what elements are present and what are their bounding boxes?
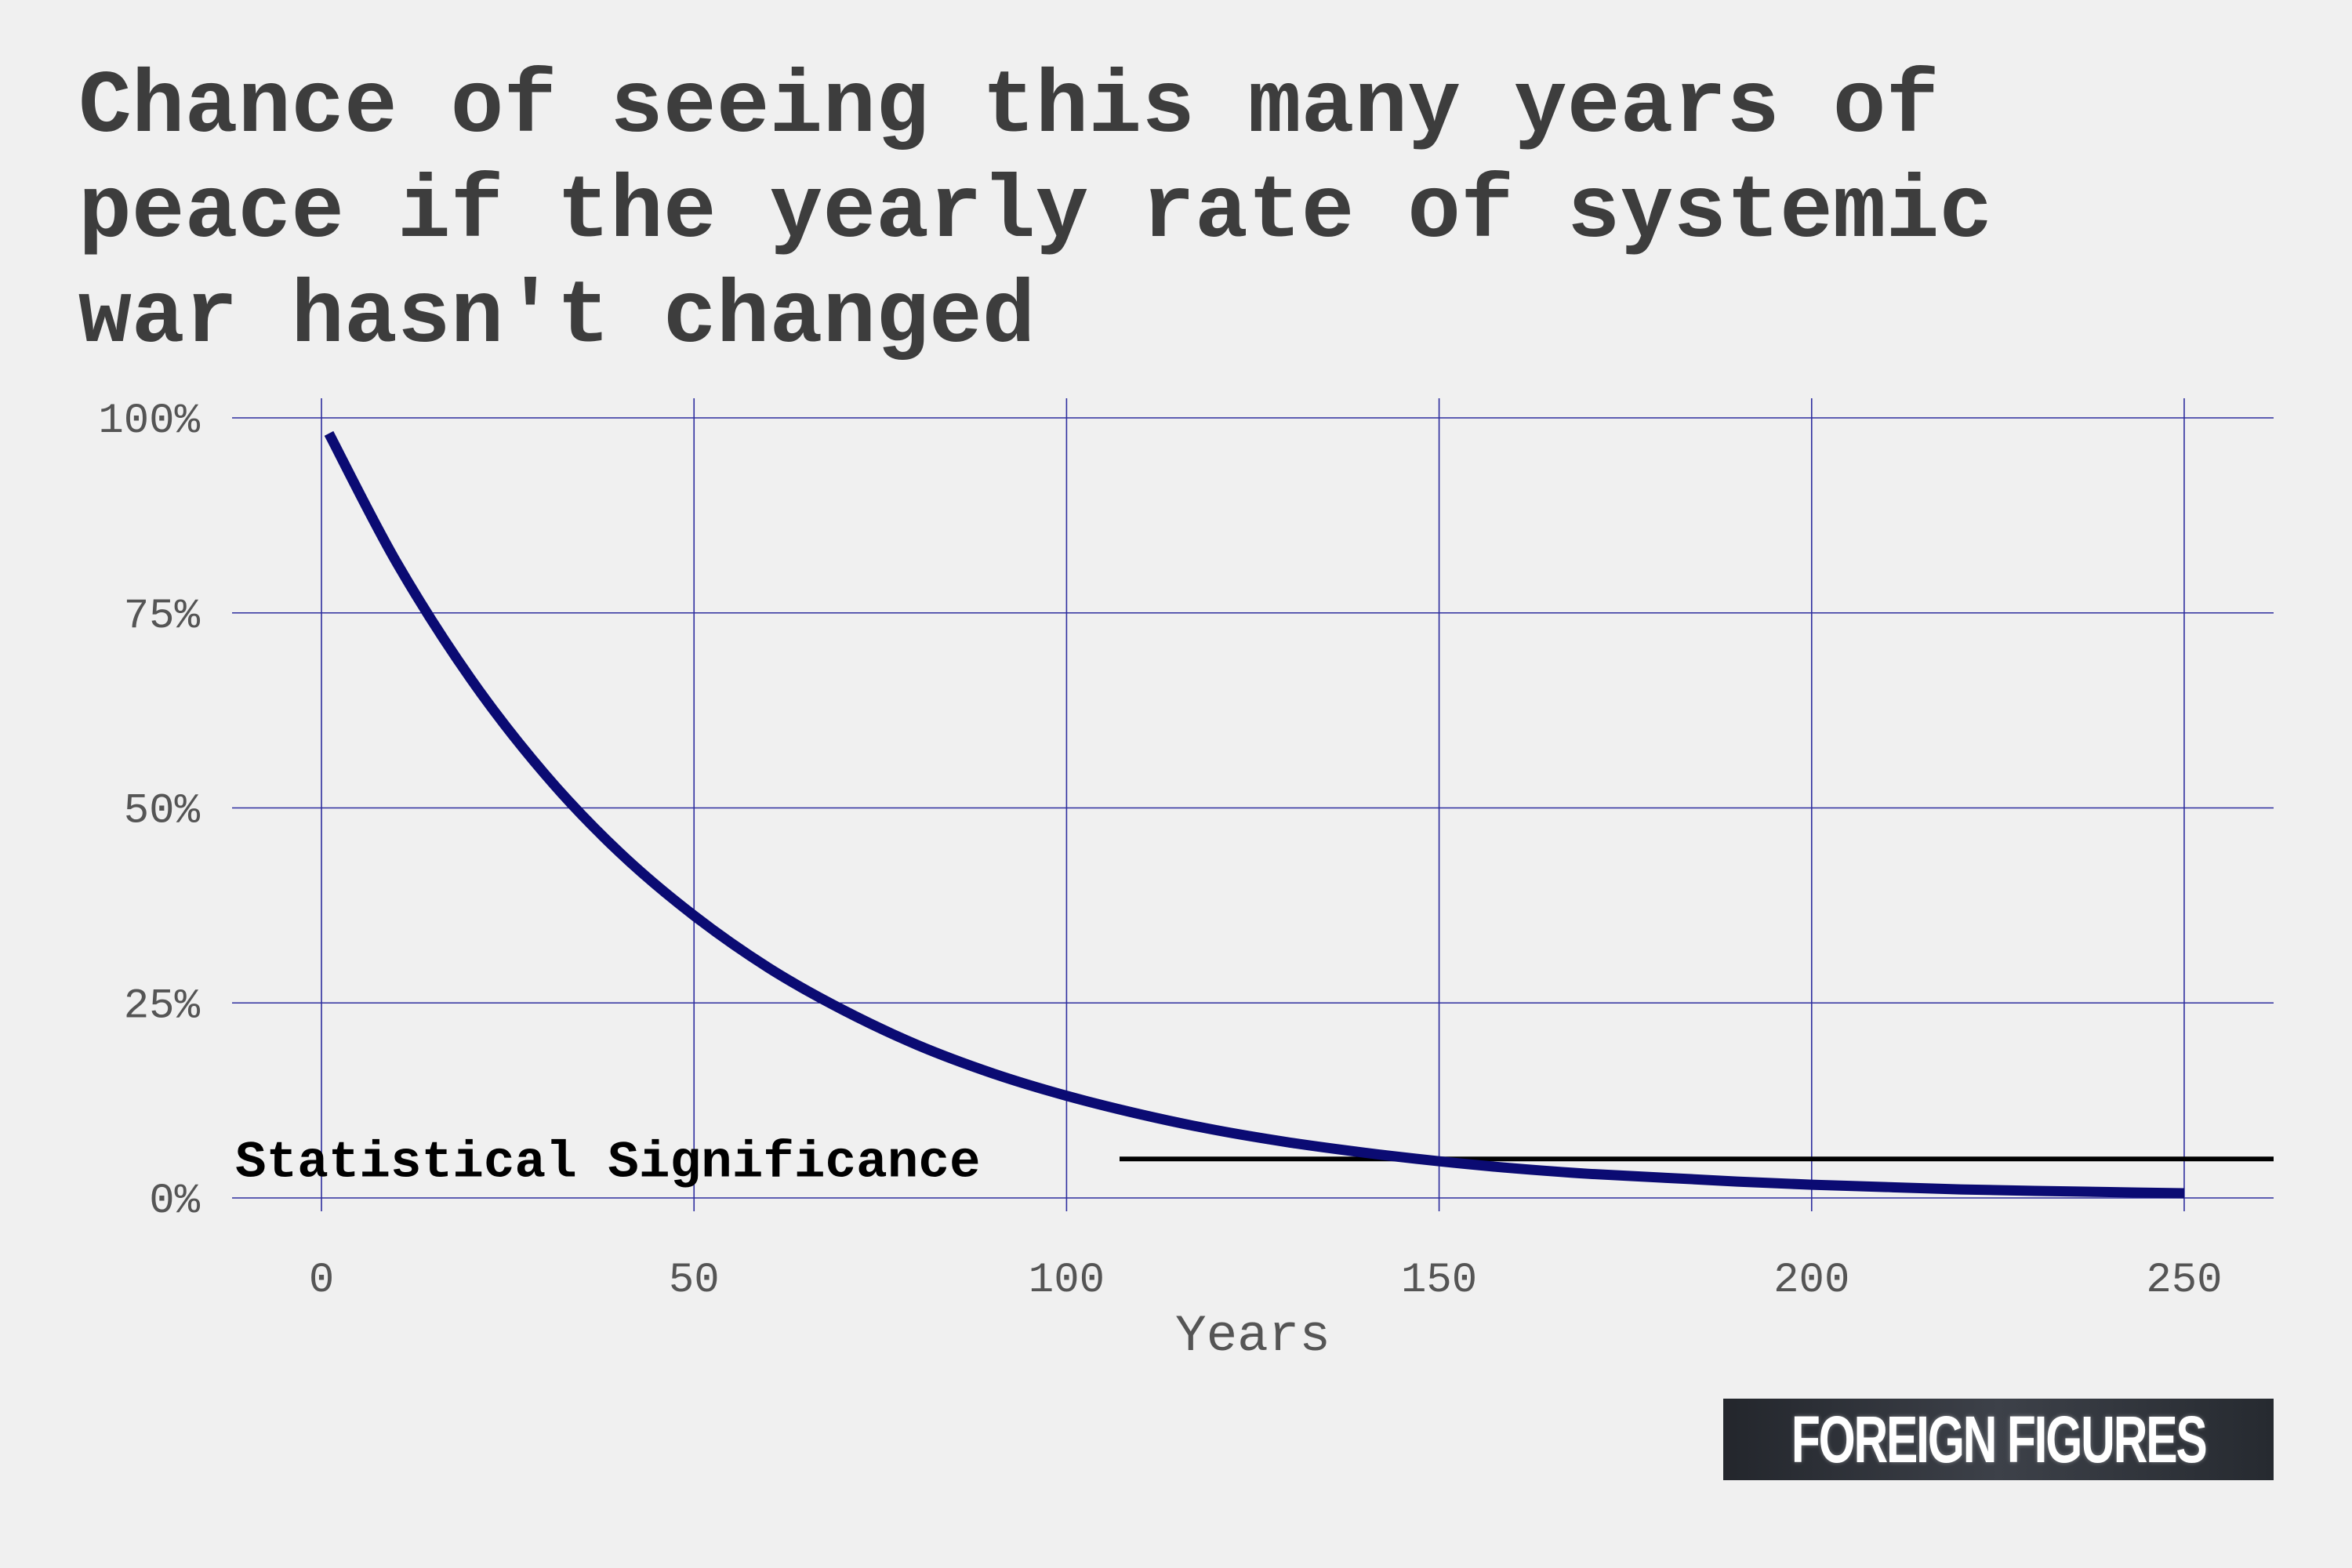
logo-text: FOREIGN FIGURES (1791, 1402, 2208, 1476)
y-axis-tick-labels: 0% 25% 50% 75% 100% (98, 397, 200, 1225)
x-tick-label: 200 (1773, 1257, 1849, 1305)
x-tick-label: 50 (669, 1257, 720, 1305)
y-tick-label: 75% (124, 593, 201, 641)
significance-threshold-label: Statistical Significance (235, 1133, 981, 1192)
y-tick-label: 100% (98, 397, 200, 445)
y-tick-label: 50% (124, 788, 201, 836)
chart-title: Chance of seeing this many years of peac… (78, 57, 1993, 368)
x-tick-label: 150 (1401, 1257, 1477, 1305)
x-axis-title: Years (1175, 1307, 1330, 1366)
grid-lines (232, 398, 2274, 1211)
probability-curve (324, 430, 2185, 1199)
foreign-figures-logo: FOREIGN FIGURES (1723, 1399, 2274, 1480)
y-tick-label: 0% (149, 1178, 200, 1225)
y-tick-label: 25% (124, 982, 201, 1030)
x-tick-label: 100 (1029, 1257, 1105, 1305)
x-tick-label: 0 (309, 1257, 334, 1305)
x-tick-label: 250 (2146, 1257, 2222, 1305)
x-axis-tick-labels: 0 50 100 150 200 250 (309, 1257, 2223, 1305)
